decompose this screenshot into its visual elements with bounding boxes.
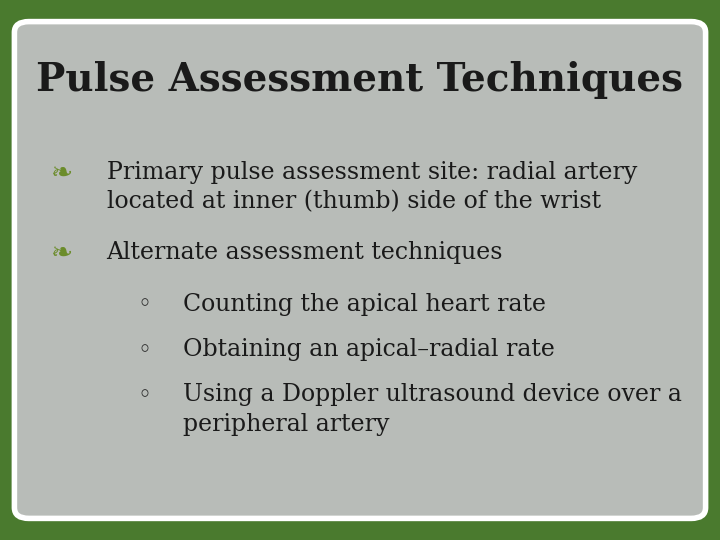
Text: ❧: ❧ (51, 240, 73, 267)
Text: ◦: ◦ (138, 338, 151, 362)
Text: Alternate assessment techniques: Alternate assessment techniques (107, 240, 503, 264)
Text: ◦: ◦ (138, 293, 151, 316)
Text: ❧: ❧ (51, 161, 73, 187)
Text: ◦: ◦ (138, 383, 151, 407)
Text: Obtaining an apical–radial rate: Obtaining an apical–radial rate (183, 338, 554, 361)
Text: Pulse Assessment Techniques: Pulse Assessment Techniques (37, 62, 683, 99)
FancyBboxPatch shape (14, 22, 706, 518)
Text: Counting the apical heart rate: Counting the apical heart rate (183, 293, 546, 316)
Text: Using a Doppler ultrasound device over a
peripheral artery: Using a Doppler ultrasound device over a… (183, 383, 681, 436)
Text: Primary pulse assessment site: radial artery
located at inner (thumb) side of th: Primary pulse assessment site: radial ar… (107, 161, 637, 213)
